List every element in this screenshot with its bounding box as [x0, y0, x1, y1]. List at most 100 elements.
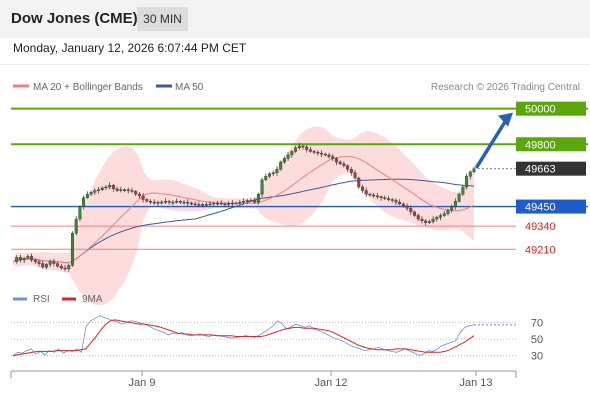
candle-body — [82, 197, 86, 207]
candle-body — [149, 201, 153, 203]
candle-body — [383, 197, 387, 199]
candle-body — [446, 209, 450, 214]
candle-body — [301, 145, 305, 148]
rsi-ma-line — [12, 319, 475, 357]
candle-body — [234, 202, 238, 205]
candle-body — [338, 161, 342, 165]
candle-body — [115, 188, 119, 191]
candle-body — [56, 263, 60, 267]
legend-rsi-ma-swatch — [62, 297, 76, 301]
candle-body — [186, 201, 190, 204]
candle-body — [33, 259, 37, 262]
candle-body — [30, 256, 34, 261]
candle-body — [189, 202, 193, 205]
candle-body — [465, 176, 469, 188]
legend-rsi-label: RSI — [33, 294, 50, 305]
candle-body — [41, 263, 45, 268]
candle-body — [89, 192, 93, 195]
candle-body — [67, 265, 71, 270]
candle-body — [37, 261, 41, 264]
candle-body — [290, 151, 294, 156]
candle-body — [141, 195, 145, 200]
candle-body — [420, 218, 424, 222]
candle-body — [97, 189, 100, 191]
candle-body — [305, 146, 309, 150]
x-tick-label-jan13: Jan 13 — [459, 377, 492, 389]
level-label-49450: 49450 — [525, 202, 556, 214]
candle-body — [256, 193, 260, 203]
candle-body — [405, 205, 409, 209]
candle-body — [208, 203, 212, 206]
candle-body — [468, 171, 472, 177]
level-tag-49663 — [516, 161, 586, 176]
candle-body — [264, 176, 268, 181]
candle-body — [85, 193, 89, 198]
candle-body — [197, 204, 201, 206]
candle-body — [193, 203, 197, 206]
candle-body — [123, 189, 127, 191]
candle-body — [93, 190, 97, 193]
timeframe-badge[interactable]: 30 MIN — [137, 7, 188, 31]
candle-body — [320, 152, 324, 155]
candle-body — [15, 257, 19, 262]
candle-body — [275, 168, 279, 173]
projection-arrow-shaft — [475, 116, 509, 169]
candle-body — [182, 201, 186, 204]
candle-body — [230, 202, 234, 205]
candle-body — [416, 215, 420, 220]
candle-body — [357, 177, 361, 188]
candle-body — [137, 193, 141, 197]
candle-body — [201, 204, 205, 206]
candle-body — [245, 200, 249, 202]
header-divider — [0, 64, 590, 65]
candle-body — [424, 220, 428, 223]
candle-body — [461, 186, 465, 195]
chart-header: Dow Jones (CME) 30 MIN — [0, 0, 590, 38]
candle-body — [22, 258, 26, 261]
x-tick-label-jan12: Jan 12 — [314, 377, 347, 389]
candle-body — [316, 152, 320, 154]
candle-body — [439, 215, 443, 218]
candle-body — [204, 204, 208, 206]
candle-body — [268, 173, 272, 177]
legend-ma20-label: MA 20 + Bollinger Bands — [33, 82, 143, 93]
candle-body — [457, 193, 461, 202]
candle-body — [59, 266, 63, 269]
level-label-49340: 49340 — [525, 221, 556, 233]
candle-body — [331, 156, 335, 159]
candle-body — [472, 168, 476, 173]
candle-body — [312, 151, 316, 153]
instrument-title: Dow Jones (CME) — [11, 10, 138, 27]
candle-body — [108, 185, 112, 188]
candle-body — [294, 147, 298, 152]
candle-body — [394, 200, 398, 203]
candle-body — [368, 193, 372, 196]
candle-body — [353, 172, 357, 179]
candle-body — [242, 201, 245, 203]
legend-rsi-ma-label: 9MA — [82, 294, 103, 305]
candle-body — [375, 195, 379, 198]
projection-arrow-head — [498, 112, 513, 127]
candle-body — [119, 189, 123, 191]
legend-ma50-swatch — [156, 84, 172, 88]
candle-body — [409, 208, 413, 213]
candle-body — [435, 217, 439, 220]
candle-body — [450, 206, 454, 211]
candle-body — [360, 186, 364, 191]
candle-body — [372, 194, 376, 197]
candle-body — [227, 203, 231, 205]
candle-body — [282, 158, 286, 163]
candle-body — [70, 233, 74, 266]
candle-body — [175, 201, 179, 203]
candle-body — [26, 256, 30, 259]
candle-body — [297, 145, 301, 149]
rsi-tick-label-30: 30 — [531, 351, 543, 363]
candle-body — [342, 163, 346, 166]
candle-body — [18, 257, 22, 261]
candle-body — [364, 190, 368, 195]
candle-body — [152, 201, 156, 204]
candle-body — [323, 153, 327, 156]
candle-body — [74, 218, 78, 234]
candle-body — [145, 199, 149, 202]
